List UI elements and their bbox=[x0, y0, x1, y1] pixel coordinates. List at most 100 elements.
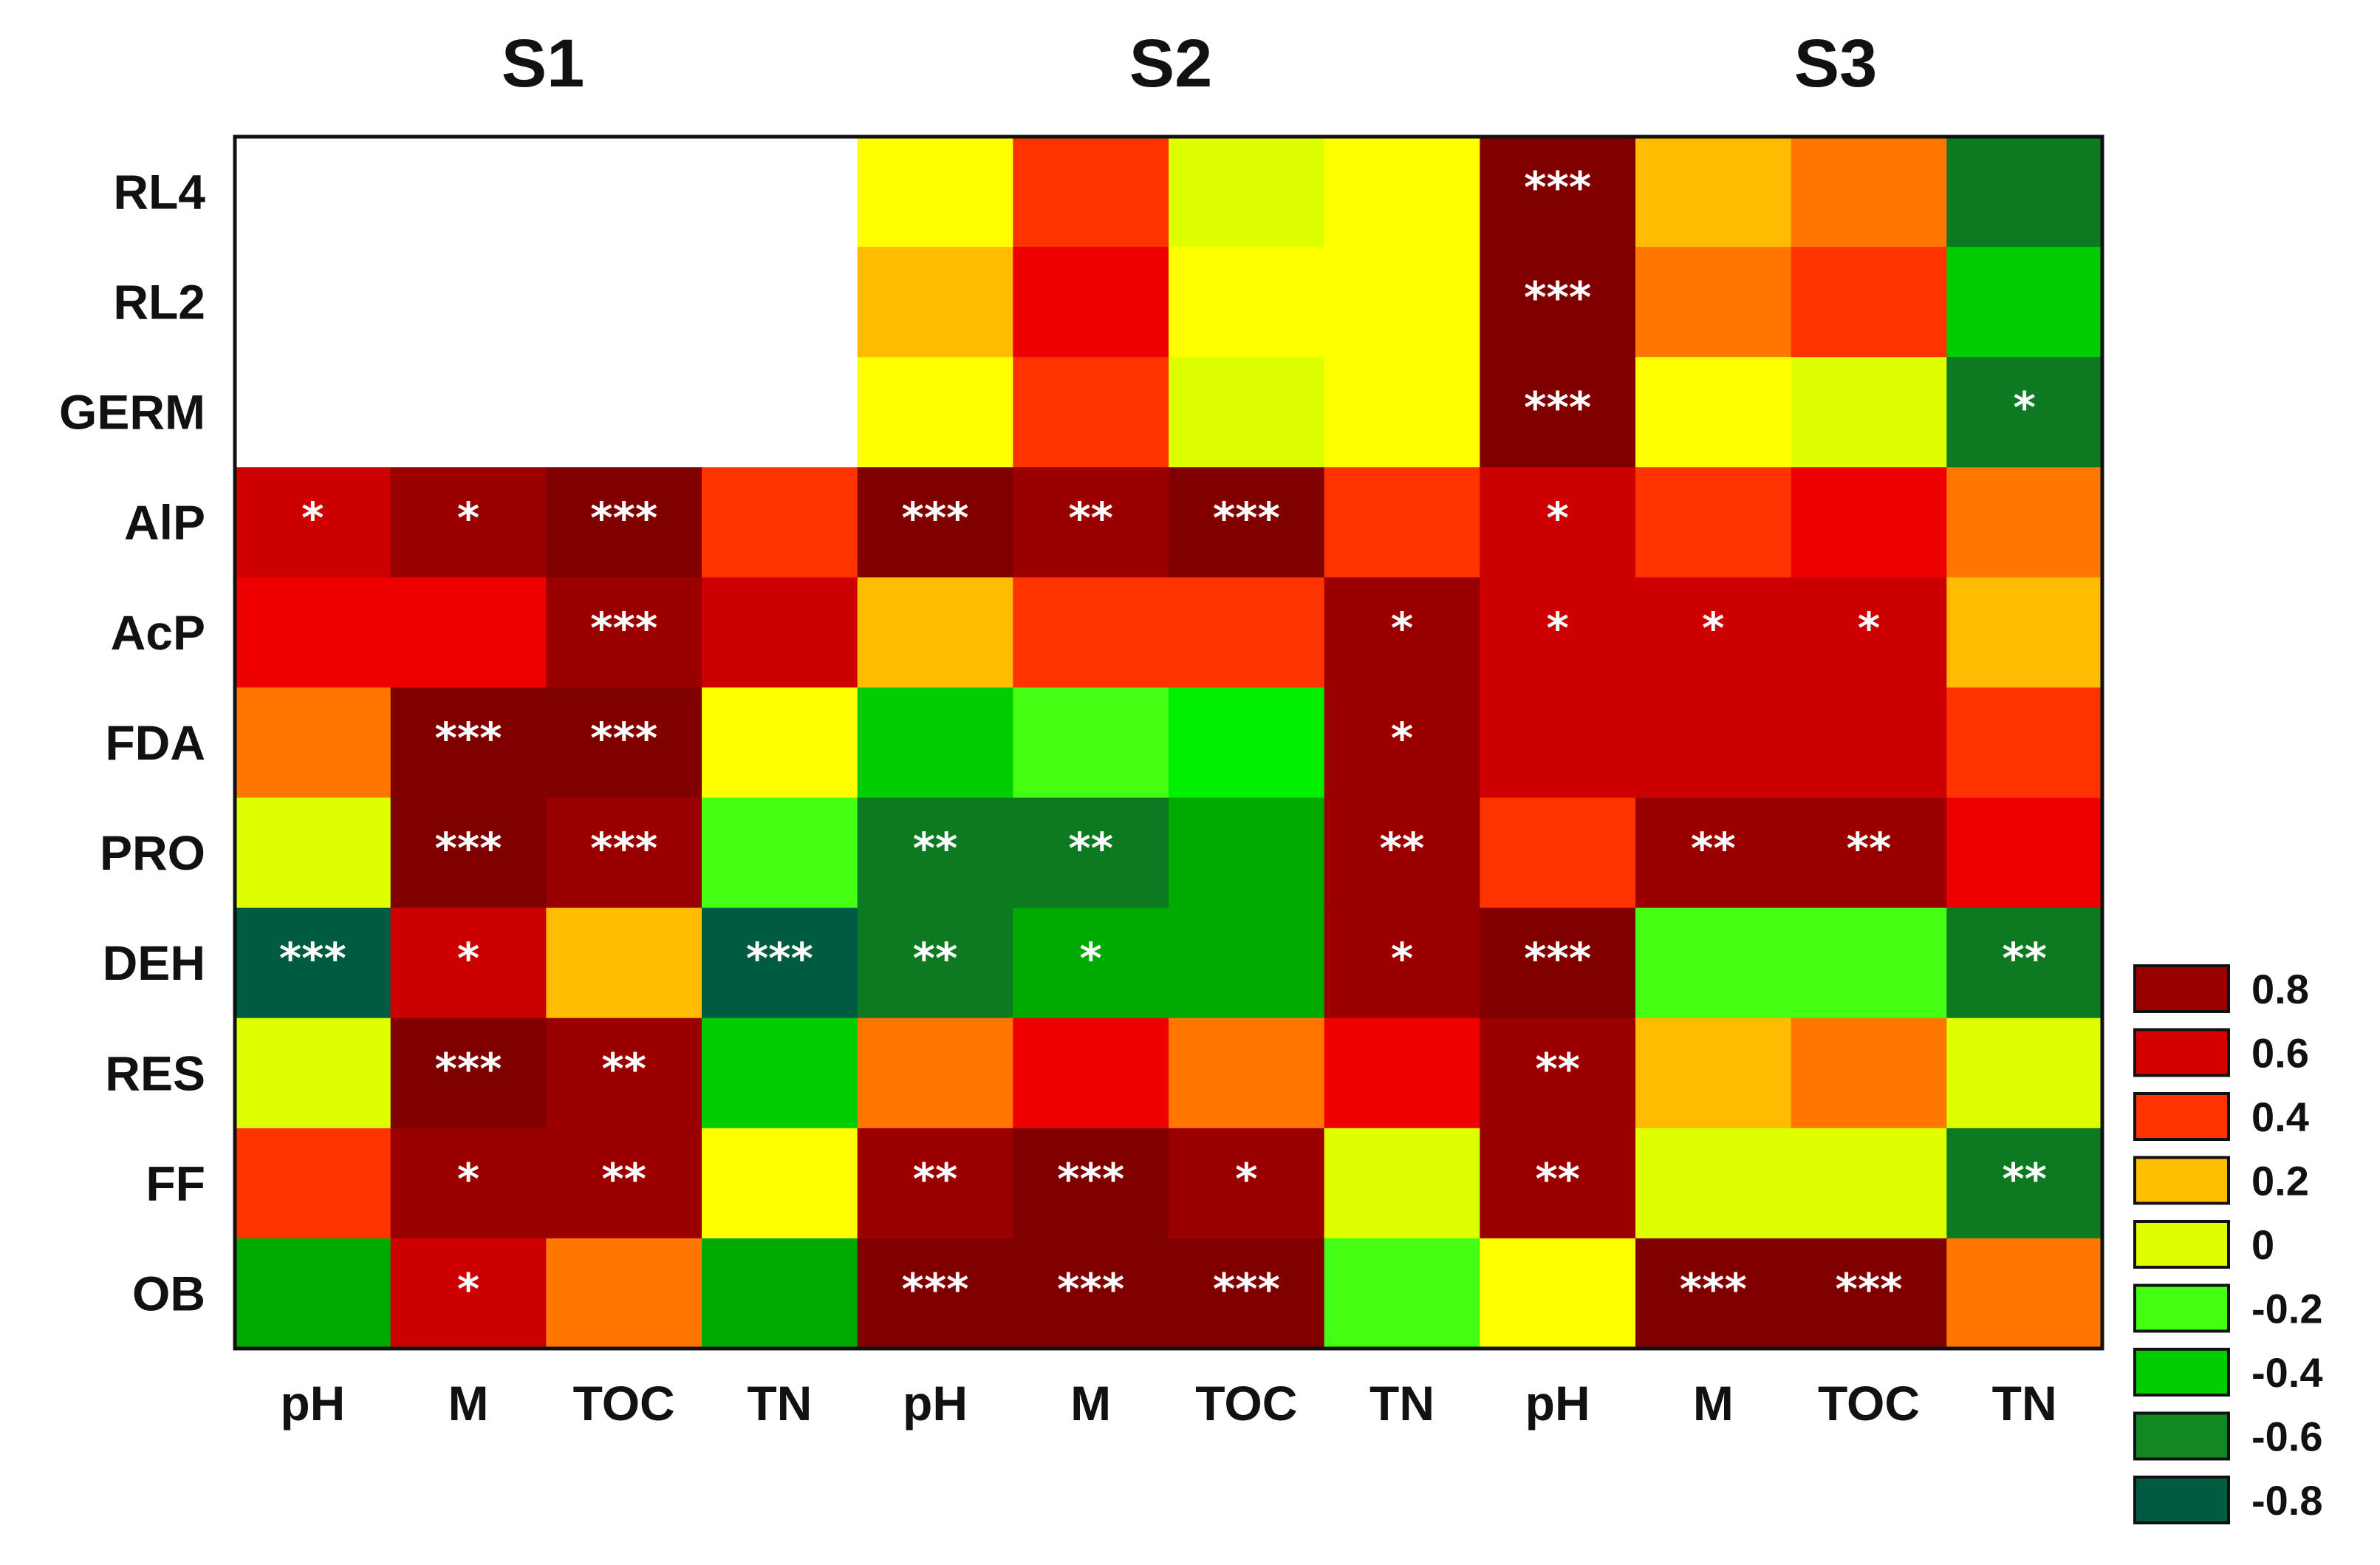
heatmap-cell bbox=[1635, 797, 1792, 909]
significance-mark: ** bbox=[1847, 823, 1892, 873]
heatmap-cell bbox=[1480, 1238, 1636, 1349]
legend-swatch bbox=[2133, 1476, 2230, 1524]
heatmap-cell bbox=[1324, 577, 1480, 689]
row-label: DEH bbox=[103, 935, 205, 990]
heatmap-cell bbox=[546, 137, 702, 248]
heatmap-cell bbox=[1169, 797, 1325, 909]
heatmap-cell bbox=[390, 1128, 547, 1239]
column-label: TN bbox=[747, 1376, 812, 1431]
column-label: M bbox=[1070, 1376, 1111, 1431]
heatmap-cell bbox=[1013, 1128, 1169, 1239]
heatmap-cell bbox=[546, 357, 702, 468]
heatmap-cell bbox=[702, 1238, 858, 1349]
heatmap-cell bbox=[1324, 907, 1480, 1019]
legend-swatch bbox=[2133, 1028, 2230, 1077]
significance-mark: * bbox=[457, 1153, 479, 1204]
heatmap-cell bbox=[1946, 247, 2103, 358]
significance-mark: *** bbox=[1524, 383, 1591, 433]
heatmap-cell bbox=[1324, 1017, 1480, 1129]
heatmap-cell bbox=[390, 1238, 547, 1349]
row-label: RL2 bbox=[113, 275, 205, 330]
column-label: TOC bbox=[1818, 1376, 1920, 1431]
heatmap-cell bbox=[1324, 357, 1480, 468]
row-label: AlP bbox=[124, 495, 205, 550]
significance-mark: * bbox=[457, 933, 479, 983]
heatmap-cell bbox=[390, 577, 547, 689]
heatmap-cell bbox=[1324, 687, 1480, 799]
significance-mark: *** bbox=[1057, 1264, 1124, 1314]
heatmap-cell bbox=[1946, 577, 2103, 689]
heatmap-cell bbox=[1635, 467, 1792, 578]
heatmap-cell bbox=[702, 1017, 858, 1129]
significance-mark: * bbox=[1546, 603, 1568, 653]
heatmap-cell bbox=[857, 797, 1013, 909]
row-label: AcP bbox=[111, 605, 205, 660]
significance-mark: ** bbox=[1535, 1043, 1580, 1094]
legend-label: 0.6 bbox=[2251, 1030, 2309, 1077]
legend-label: -0.2 bbox=[2251, 1286, 2323, 1332]
heatmap-cell bbox=[1169, 1128, 1325, 1239]
heatmap-cell bbox=[702, 577, 858, 689]
heatmap-cell bbox=[702, 467, 858, 578]
heatmap-cell bbox=[1946, 137, 2103, 248]
heatmap-cell bbox=[235, 247, 391, 358]
heatmap-cell bbox=[1480, 577, 1636, 689]
heatmap-cell bbox=[1324, 247, 1480, 358]
legend-label: 0.4 bbox=[2251, 1094, 2309, 1140]
heatmap-cell bbox=[1013, 577, 1169, 689]
heatmap-cell bbox=[390, 137, 547, 248]
heatmap-cell bbox=[235, 1017, 391, 1129]
heatmap-cell bbox=[235, 907, 391, 1019]
column-label: TOC bbox=[1195, 1376, 1297, 1431]
row-label: FF bbox=[146, 1156, 205, 1210]
heatmap-cell bbox=[1169, 467, 1325, 578]
significance-mark: ** bbox=[913, 1153, 958, 1204]
heatmap-cell bbox=[1013, 797, 1169, 909]
column-label: pH bbox=[280, 1376, 345, 1431]
significance-mark: *** bbox=[435, 823, 502, 873]
heatmap-cell bbox=[1169, 687, 1325, 799]
heatmap-cell bbox=[1635, 357, 1792, 468]
heatmap-cell bbox=[702, 357, 858, 468]
heatmap-cell bbox=[1324, 467, 1480, 578]
significance-mark: ** bbox=[601, 1043, 646, 1094]
significance-mark: * bbox=[1391, 713, 1413, 763]
heatmap-cell bbox=[390, 907, 547, 1019]
significance-mark: * bbox=[1858, 603, 1880, 653]
heatmap-cell bbox=[1013, 1017, 1169, 1129]
significance-mark: *** bbox=[1524, 273, 1591, 323]
significance-mark: *** bbox=[1836, 1264, 1903, 1314]
column-label: TN bbox=[1992, 1376, 2057, 1431]
heatmap-cell bbox=[702, 687, 858, 799]
legend-swatch bbox=[2133, 1411, 2230, 1461]
heatmap-cell bbox=[1635, 577, 1792, 689]
heatmap-cell bbox=[1480, 357, 1636, 468]
heatmap-cell bbox=[1635, 247, 1792, 358]
significance-mark: ** bbox=[913, 933, 958, 983]
row-label: FDA bbox=[105, 715, 205, 770]
heatmap-cell bbox=[390, 1017, 547, 1129]
heatmap-cell bbox=[1480, 467, 1636, 578]
heatmap-cell bbox=[857, 137, 1013, 248]
row-labels: RL4 RL2 GERM AlP AcP FDA PRO DEH RES FF OB bbox=[59, 165, 205, 1321]
heatmap-cell bbox=[1480, 1017, 1636, 1129]
heatmap-cell bbox=[546, 797, 702, 909]
legend-swatch bbox=[2133, 964, 2230, 1013]
legend-swatch bbox=[2133, 1283, 2230, 1333]
heatmap-cell bbox=[1791, 357, 1947, 468]
heatmap-cell bbox=[546, 1017, 702, 1129]
heatmap-cell bbox=[702, 247, 858, 358]
heatmap-cells bbox=[235, 137, 2103, 1349]
group-title: S2 bbox=[1129, 26, 1213, 101]
heatmap-cell bbox=[1169, 357, 1325, 468]
legend-label: 0 bbox=[2251, 1221, 2274, 1268]
heatmap-cell bbox=[235, 467, 391, 578]
heatmap-cell bbox=[1324, 1128, 1480, 1239]
heatmap-cell bbox=[235, 687, 391, 799]
heatmap-cell bbox=[546, 687, 702, 799]
heatmap-cell bbox=[857, 1238, 1013, 1349]
heatmap-cell bbox=[235, 137, 391, 248]
heatmap-cell bbox=[546, 1128, 702, 1239]
heatmap-cell bbox=[1480, 907, 1636, 1019]
